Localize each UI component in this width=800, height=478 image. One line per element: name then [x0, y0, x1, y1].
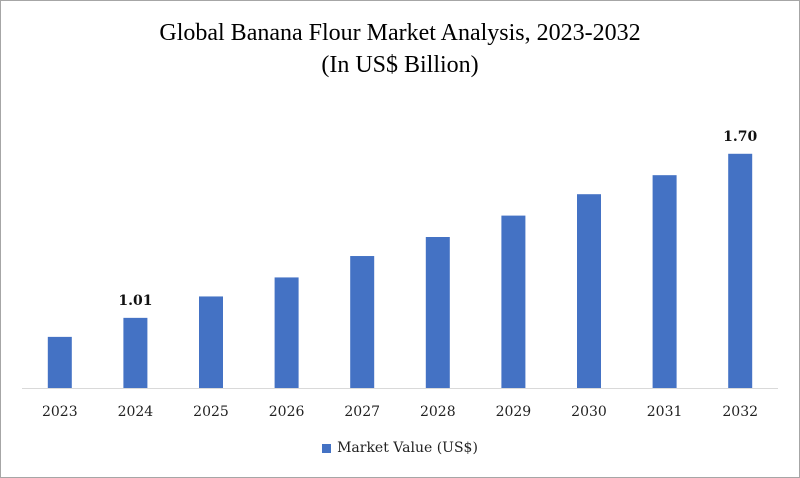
x-tick-label: 2024: [118, 404, 154, 420]
x-tick-label: 2031: [647, 404, 683, 420]
data-label: 1.70: [723, 129, 757, 145]
x-tick-label: 2032: [722, 404, 758, 420]
x-tick-label: 2030: [571, 404, 607, 420]
chart-subtitle: (In US$ Billion): [321, 52, 479, 78]
x-tick-label: 2027: [344, 404, 380, 420]
x-tick-label: 2029: [496, 404, 532, 420]
x-tick-label: 2023: [42, 404, 78, 420]
bar-2032: [728, 153, 753, 388]
bar-2027: [350, 256, 375, 388]
bar-2030: [577, 194, 601, 388]
legend: Market Value (US$): [0, 440, 800, 456]
data-label: 1.01: [118, 293, 152, 309]
bar-2026: [274, 277, 299, 388]
bar-2031: [652, 175, 677, 388]
bar-2025: [199, 296, 223, 388]
x-tick-label: 2028: [420, 404, 456, 420]
bar-2029: [501, 215, 526, 388]
legend-swatch: [322, 443, 332, 453]
x-tick-label: 2025: [193, 404, 229, 420]
bar-2023: [47, 336, 72, 388]
bar-2024: [123, 317, 148, 388]
x-tick-label: 2026: [269, 404, 305, 420]
legend-label: Market Value (US$): [337, 440, 478, 456]
bar-2028: [425, 237, 450, 388]
chart-title: Global Banana Flour Market Analysis, 202…: [159, 20, 641, 46]
